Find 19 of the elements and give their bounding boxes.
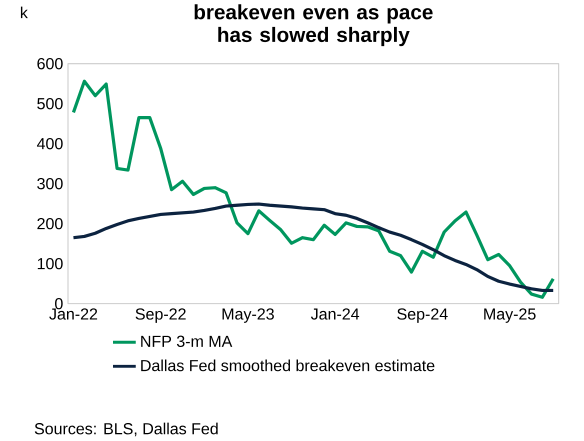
x-tick-label: Jan-24: [310, 308, 360, 320]
x-tick-label: Jan-22: [49, 308, 98, 320]
source-note: Sources: BLS, Dallas Fed: [34, 422, 218, 436]
x-tick-label: Sep-22: [136, 308, 186, 323]
x-tick-label: May-23: [222, 308, 274, 323]
y-tick-label: 300: [37, 178, 63, 190]
y-tick-label: 0: [55, 298, 63, 310]
y-tick-label: 400: [36, 138, 63, 150]
y-tick-label: 100: [38, 258, 63, 270]
y-tick-label: 200: [37, 218, 63, 230]
y-tick-label: 500: [37, 98, 63, 110]
legend-label: Dallas Fed smoothed breakeven estimate: [141, 360, 434, 372]
y-tick-label: 600: [37, 58, 63, 70]
x-tick-label: Sep-24: [397, 308, 448, 323]
x-tick-label: May-25: [484, 308, 536, 323]
y-axis-title: k: [20, 6, 28, 18]
line-series: [72, 80, 555, 299]
chart-title: breakeven even as pace has slowed sharply: [194, 4, 433, 46]
legend-label: NFP 3-m MA: [141, 336, 232, 347]
